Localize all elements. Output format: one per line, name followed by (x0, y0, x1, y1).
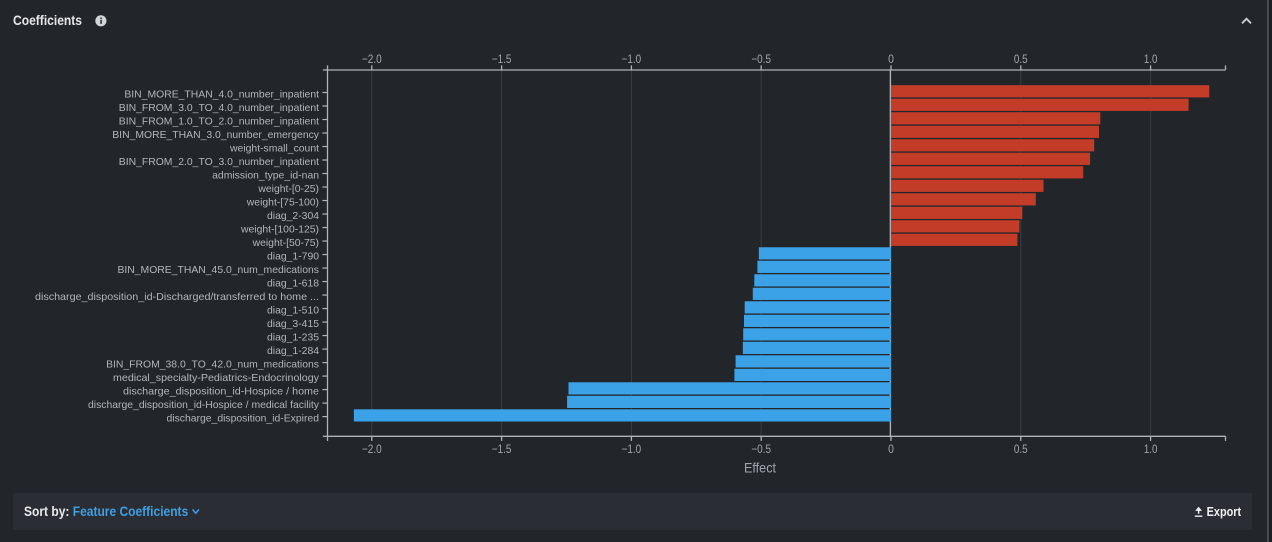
svg-text:−1.5: −1.5 (492, 442, 512, 456)
svg-text:discharge_disposition_id-Expir: discharge_disposition_id-Expired (167, 413, 320, 424)
svg-text:1.0: 1.0 (1144, 442, 1158, 456)
svg-text:−1.5: −1.5 (492, 52, 512, 66)
svg-text:medical_specialty-Pediatrics-E: medical_specialty-Pediatrics-Endocrinolo… (113, 373, 320, 384)
svg-text:BIN_FROM_3.0_TO_4.0_number_inp: BIN_FROM_3.0_TO_4.0_number_inpatient (119, 103, 319, 114)
svg-text:diag_1-235: diag_1-235 (267, 332, 319, 343)
svg-text:0.5: 0.5 (1014, 52, 1028, 66)
svg-text:diag_2-304: diag_2-304 (267, 211, 319, 222)
svg-text:0: 0 (888, 442, 894, 456)
svg-text:diag_3-415: diag_3-415 (267, 319, 319, 330)
svg-text:BIN_FROM_1.0_TO_2.0_number_inp: BIN_FROM_1.0_TO_2.0_number_inpatient (119, 116, 319, 127)
svg-text:BIN_FROM_2.0_TO_3.0_number_inp: BIN_FROM_2.0_TO_3.0_number_inpatient (119, 157, 319, 168)
svg-text:discharge_disposition_id-Hospi: discharge_disposition_id-Hospice / medic… (88, 400, 320, 411)
svg-text:BIN_MORE_THAN_4.0_number_inpat: BIN_MORE_THAN_4.0_number_inpatient (124, 89, 319, 100)
svg-text:−2.0: −2.0 (362, 52, 382, 66)
svg-text:0: 0 (888, 52, 894, 66)
svg-text:diag_1-790: diag_1-790 (267, 251, 319, 262)
svg-text:diag_1-510: diag_1-510 (267, 305, 319, 316)
svg-text:admission_type_id-nan: admission_type_id-nan (212, 170, 319, 181)
svg-text:1.0: 1.0 (1144, 52, 1158, 66)
svg-text:weight-[50-75): weight-[50-75) (252, 238, 319, 249)
svg-text:discharge_disposition_id-Hospi: discharge_disposition_id-Hospice / home (123, 386, 319, 397)
svg-text:−1.0: −1.0 (622, 442, 642, 456)
svg-text:Effect: Effect (744, 461, 776, 476)
svg-text:−0.5: −0.5 (751, 52, 771, 66)
svg-text:diag_1-284: diag_1-284 (267, 346, 319, 357)
svg-text:weight-[100-125): weight-[100-125) (240, 224, 319, 235)
svg-text:BIN_MORE_THAN_45.0_num_medicat: BIN_MORE_THAN_45.0_num_medications (117, 265, 319, 276)
svg-text:discharge_disposition_id-Disch: discharge_disposition_id-Discharged/tran… (35, 292, 319, 303)
svg-text:−0.5: −0.5 (751, 442, 771, 456)
svg-text:−2.0: −2.0 (362, 442, 382, 456)
svg-text:BIN_FROM_38.0_TO_42.0_num_medi: BIN_FROM_38.0_TO_42.0_num_medications (106, 359, 319, 370)
svg-text:−1.0: −1.0 (622, 52, 642, 66)
svg-text:BIN_MORE_THAN_3.0_number_emerg: BIN_MORE_THAN_3.0_number_emergency (112, 130, 320, 141)
svg-text:diag_1-618: diag_1-618 (267, 278, 319, 289)
svg-text:weight-[75-100): weight-[75-100) (246, 197, 319, 208)
svg-text:0.5: 0.5 (1014, 442, 1028, 456)
svg-text:weight-[0-25): weight-[0-25) (257, 184, 319, 195)
svg-text:weight-small_count: weight-small_count (229, 143, 319, 154)
